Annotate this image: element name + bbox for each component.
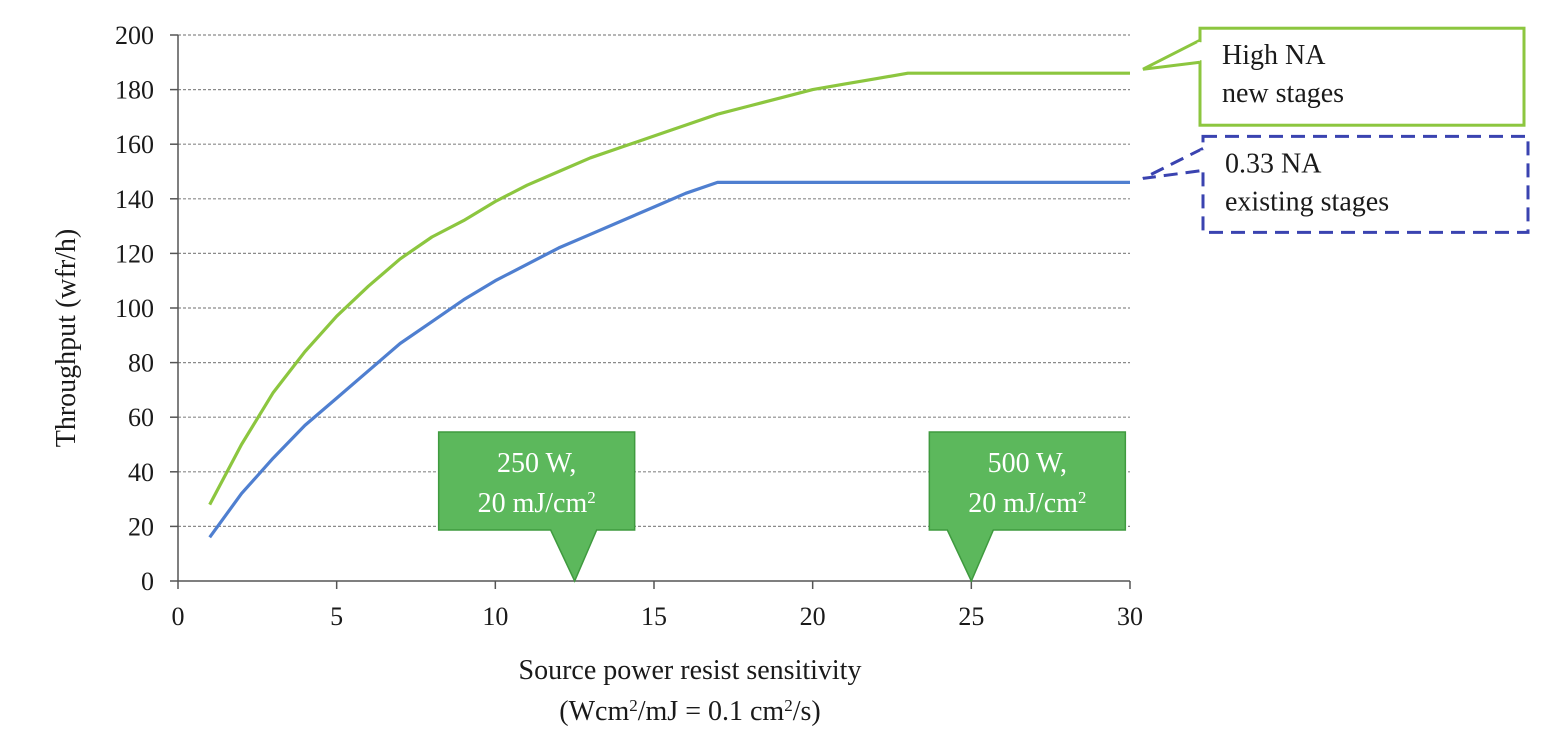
annotation-line2: 20 mJ/cm2 <box>968 488 1086 520</box>
y-tick-label: 200 <box>115 21 154 50</box>
annotation-badge: 250 W, 20 mJ/cm2 <box>437 431 636 583</box>
x-axis-tick-labels: 0 5 10 15 20 25 30 <box>172 602 1144 631</box>
superscript: 2 <box>629 696 638 715</box>
callout-na_033: 0.33 NA existing stages <box>1142 134 1530 234</box>
x-tick-label: 15 <box>641 602 667 631</box>
series-line-na_033 <box>208 180 1130 539</box>
callout-label: 0.33 NA <box>1225 148 1322 179</box>
x-axis-title: Source power resist sensitivity <box>519 655 862 686</box>
annotation-line1: 500 W, <box>988 448 1067 479</box>
y-tick-label: 140 <box>115 185 154 214</box>
x-tick-label: 0 <box>172 602 185 631</box>
callout-label: High NA <box>1222 40 1326 71</box>
callout-box <box>1198 26 1526 127</box>
callout-label: new stages <box>1222 78 1344 109</box>
superscript: 2 <box>587 488 596 507</box>
superscript: 2 <box>784 696 793 715</box>
series-lines <box>208 71 1130 539</box>
x-tick-label: 20 <box>800 602 826 631</box>
annotation-line2: 20 mJ/cm2 <box>478 488 596 520</box>
callout-box <box>1201 134 1530 234</box>
y-tick-label: 80 <box>128 349 154 378</box>
grid-lines <box>170 34 1130 582</box>
x-tick-label: 10 <box>482 602 508 631</box>
x-tick-label: 5 <box>330 602 343 631</box>
y-tick-label: 60 <box>128 403 154 432</box>
series-callouts: High NA new stages 0.33 NA existing stages <box>1142 26 1530 234</box>
y-tick-label: 0 <box>141 567 154 596</box>
annotation-line1: 250 W, <box>497 448 576 479</box>
y-axis-tick-labels: 0 20 40 60 80 100 120 140 160 180 200 <box>115 21 154 596</box>
y-tick-label: 180 <box>115 76 154 105</box>
superscript: 2 <box>1078 488 1087 507</box>
power-annotations: 250 W, 20 mJ/cm2 500 W, 20 mJ/cm2 <box>437 431 1127 583</box>
annotation-shape <box>437 431 636 583</box>
callout-label: existing stages <box>1225 186 1389 217</box>
y-tick-label: 40 <box>128 458 154 487</box>
x-tick-label: 25 <box>958 602 984 631</box>
y-axis-title: Throughput (wfr/h) <box>51 229 82 448</box>
callout-pointer <box>1142 147 1204 180</box>
series-line-high_na <box>208 71 1130 506</box>
x-tick-label: 30 <box>1117 602 1143 631</box>
callout-pointer <box>1142 38 1201 71</box>
annotation-shape <box>928 431 1127 583</box>
annotation-badge: 500 W, 20 mJ/cm2 <box>928 431 1127 583</box>
x-axis-title-line2: (Wcm2/mJ = 0.1 cm2/s) <box>559 696 820 728</box>
callout-high_na: High NA new stages <box>1142 26 1526 127</box>
y-tick-label: 120 <box>115 239 154 268</box>
y-tick-label: 100 <box>115 294 154 323</box>
y-tick-label: 160 <box>115 130 154 159</box>
y-tick-label: 20 <box>128 512 154 541</box>
